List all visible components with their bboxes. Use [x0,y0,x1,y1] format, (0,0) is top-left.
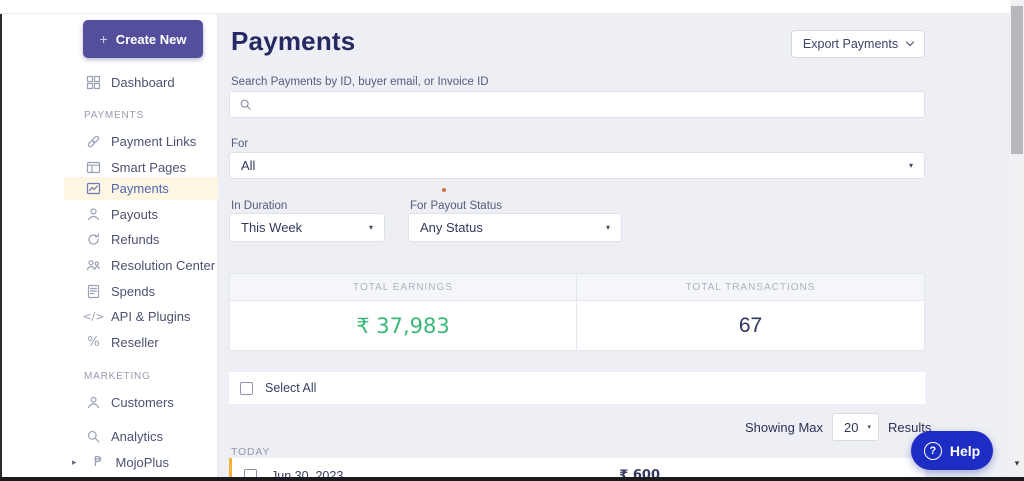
sidebar-section-payments: PAYMENTS [84,110,144,121]
search-icon [240,99,251,110]
sidebar-selected-highlight [64,177,218,200]
dropdown-arrow-icon: ▾ [867,424,872,431]
max-results-dropdown[interactable]: 20 ▾ [832,413,880,441]
export-payments-label: Export Payments [802,37,899,51]
dashboard-icon [86,75,101,90]
showing-max-row: Showing Max 20 ▾ Results [745,412,931,442]
summary-table: TOTAL EARNINGS TOTAL TRANSACTIONS ₹ 37,9… [229,273,925,351]
sidebar-item-reseller[interactable]: % Reseller [86,332,159,352]
plus-icon: + [99,31,108,47]
sidebar-item-payment-links[interactable]: Payment Links [86,131,196,151]
sidebar-item-spends[interactable]: Spends [86,281,155,301]
results-label: Results [888,419,932,435]
expand-caret-icon[interactable]: ▸ [72,456,77,467]
sidebar-item-label: Payments [111,180,169,196]
sidebar-item-label: Payment Links [111,133,197,149]
sidebar-item-refunds[interactable]: Refunds [86,229,159,249]
sidebar-item-label: Dashboard [111,74,175,90]
help-button[interactable]: ? Help [911,431,993,470]
create-new-label: Create New [115,31,187,47]
sidebar-item-smart-pages[interactable]: Smart Pages [86,157,186,177]
payments-icon [86,181,101,196]
window-top-strip [0,0,1024,14]
chevron-down-icon [905,37,915,47]
page-title: Payments [231,26,356,56]
sidebar-section-marketing: MARKETING [84,371,151,382]
main-content: Payments Export Payments Search Payments… [218,14,1010,481]
sidebar-item-label: Spends [111,283,156,299]
sidebar-item-label: Resolution Center [111,257,216,273]
sidebar-item-api-plugins[interactable]: </> API & Plugins [82,306,191,326]
mojoplus-icon: ₱ [93,454,103,470]
total-transactions-header: TOTAL TRANSACTIONS [685,282,816,293]
resolution-center-icon [86,258,101,273]
spends-icon [86,284,101,299]
row-status-bar [229,458,232,481]
sidebar-item-customers[interactable]: Customers [86,392,174,412]
sidebar-item-payouts[interactable]: Payouts [86,204,158,224]
sidebar-item-label: Analytics [111,428,164,444]
sidebar-item-label: Payouts [111,206,158,222]
sidebar-item-label: Smart Pages [111,159,187,175]
search-input[interactable] [259,92,915,117]
payout-status-dropdown[interactable]: Any Status ▾ [408,213,622,242]
duration-dropdown[interactable]: This Week ▾ [229,213,385,242]
payout-status-label: For Payout Status [410,200,503,212]
select-all-bar: Select All [229,372,925,404]
export-payments-button[interactable]: Export Payments [791,30,925,58]
search-label: Search Payments by ID, buyer email, or I… [231,76,489,88]
window-left-edge [0,14,2,481]
select-all-checkbox[interactable] [240,381,253,395]
total-earnings-header: TOTAL EARNINGS [230,274,577,300]
showing-max-label: Showing Max [745,419,824,435]
sidebar-item-label: API & Plugins [111,308,191,324]
sidebar-item-payments[interactable]: Payments [86,178,169,198]
payouts-icon [86,207,101,222]
max-results-value: 20 [844,419,859,435]
select-all-label: Select All [265,381,317,395]
scrollbar-track[interactable]: ▾ [1010,0,1024,481]
dropdown-arrow-icon: ▾ [908,161,913,170]
scrollbar-down-arrow-icon[interactable]: ▾ [1014,458,1020,468]
analytics-icon [86,429,101,444]
payout-status-dropdown-value: Any Status [420,220,483,235]
sidebar-item-label: Refunds [111,231,160,247]
total-transactions-value: 67 [738,314,763,337]
today-group-label: TODAY [231,446,271,458]
help-label: Help [949,442,981,459]
link-icon [86,134,101,149]
sidebar-item-label: Customers [111,394,174,410]
in-duration-label: In Duration [231,200,288,212]
dropdown-arrow-icon: ▾ [368,223,373,232]
sidebar-item-analytics[interactable]: Analytics [86,426,163,446]
sidebar-item-resolution-center[interactable]: Resolution Center [86,255,215,275]
sidebar-item-mojoplus[interactable]: ▸ ₱ MojoPlus [72,452,169,472]
sidebar-item-label: Reseller [111,334,159,350]
for-dropdown[interactable]: All ▾ [229,152,925,179]
total-earnings-value: ₹ 37,983 [230,301,577,350]
duration-dropdown-value: This Week [241,220,303,235]
for-label: For [231,138,249,150]
dropdown-arrow-icon: ▾ [605,223,610,232]
window-bottom-edge [0,477,1024,481]
smart-pages-icon [86,160,101,175]
search-field[interactable] [229,91,925,118]
create-new-button[interactable]: + Create New [83,20,203,58]
sidebar-item-dashboard[interactable]: Dashboard [86,72,175,92]
api-plugins-icon: </> [82,309,105,323]
reseller-icon: % [87,334,100,350]
refunds-icon [86,232,101,247]
required-dot [442,188,446,192]
for-dropdown-value: All [241,158,256,173]
question-mark-icon: ? [923,441,942,460]
scrollbar-thumb[interactable] [1011,6,1023,154]
customers-icon [86,395,101,410]
sidebar-item-label: MojoPlus [115,454,169,470]
sidebar: + Create New Dashboard PAYMENTS Payment … [2,14,218,477]
